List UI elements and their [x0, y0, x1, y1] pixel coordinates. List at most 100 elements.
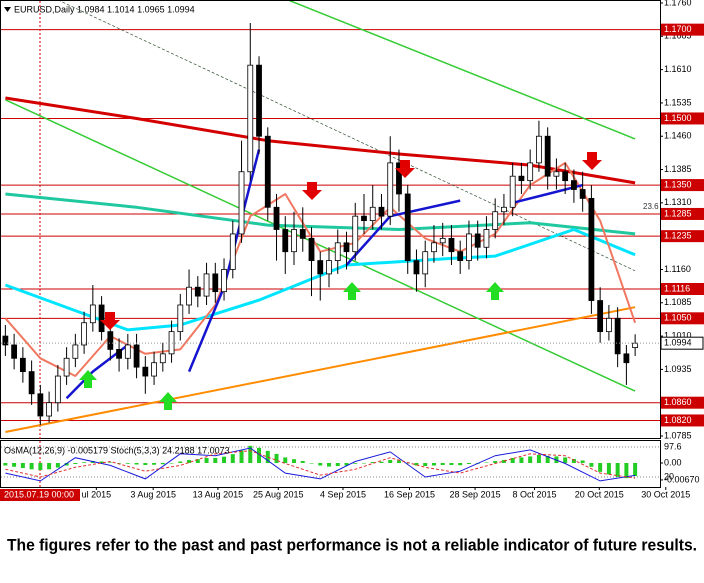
y-tick-label: 1.1385	[664, 164, 692, 174]
candle-body	[203, 273, 210, 297]
candle-body	[483, 229, 490, 248]
candle-body	[186, 286, 192, 306]
stoch-tick-label: 97.6	[664, 441, 682, 451]
candle-body	[439, 237, 446, 244]
osma-bar	[405, 462, 410, 464]
level-label-box	[661, 283, 704, 296]
osma-bar	[55, 462, 60, 468]
candle-body	[229, 233, 236, 270]
up-arrow	[486, 282, 504, 300]
candle-body	[448, 237, 455, 253]
osma-bar	[108, 462, 113, 463]
candle-body	[466, 233, 472, 261]
candle-body	[404, 193, 411, 261]
osma-bar	[598, 462, 603, 472]
candle-body	[159, 353, 166, 364]
indicator-line	[5, 192, 636, 236]
osma-bar	[309, 462, 314, 464]
last-price-box	[660, 336, 704, 350]
osma-bar	[300, 460, 305, 463]
candle-body	[457, 251, 464, 261]
osma-bar	[571, 458, 576, 463]
candle-body	[81, 322, 87, 346]
stoch-line	[5, 447, 636, 482]
candle-body	[387, 162, 394, 217]
candle-body	[378, 206, 385, 217]
level-label: 1.1285	[664, 208, 692, 218]
level-label: 1.1350	[664, 179, 692, 189]
osma-bar	[117, 462, 122, 464]
level-label: 1.1700	[664, 24, 692, 34]
osma-bar	[431, 462, 436, 466]
y-tick-label: 1.1160	[664, 264, 691, 274]
y-tick-label: 1.1010	[664, 330, 692, 340]
y-tick-label: 1.1460	[664, 131, 692, 141]
up-arrow	[79, 370, 97, 388]
candle-body	[413, 260, 420, 275]
signal-arrows	[79, 152, 602, 410]
level-label-box	[661, 23, 704, 36]
osma-bar	[633, 462, 638, 477]
level-label-box	[661, 179, 704, 192]
osma-bar	[589, 462, 594, 467]
osma-bar	[361, 462, 366, 464]
x-tick-label: 3 Aug 2015	[130, 489, 176, 499]
osma-bar	[64, 462, 69, 466]
indicator-line	[288, 1, 636, 140]
osma-bar	[160, 462, 165, 465]
chart-title: EURUSD,Daily 1.0984 1.1014 1.0965 1.0994	[14, 4, 195, 14]
osma-bar	[29, 462, 34, 470]
cursor-label: 2015.07.19 00:00	[4, 489, 74, 499]
candle-body	[431, 242, 437, 253]
candle-body	[28, 371, 35, 395]
osma-bar	[396, 460, 401, 463]
osma-bar	[458, 462, 463, 466]
x-tick-label: 30 Oct 2015	[641, 489, 690, 499]
candle-body	[63, 357, 70, 377]
osma-bar	[379, 461, 384, 463]
indicator-title: OsMA(12,26,9) -0.005179 Stoch(5,3,3) 24.…	[4, 445, 230, 455]
candle-body	[553, 171, 560, 177]
candle-body	[605, 317, 612, 333]
menu-triangle	[4, 7, 11, 12]
cursor-label-box	[0, 489, 80, 501]
candle-body	[177, 304, 184, 333]
osma-bar	[615, 462, 620, 477]
osma-bar	[563, 457, 568, 463]
candle-body	[308, 237, 315, 261]
osma-bar	[501, 459, 506, 463]
y-tick-label: 1.1685	[664, 31, 692, 41]
level-label: 1.0820	[664, 415, 692, 425]
candle-body	[597, 300, 604, 333]
candle-body	[571, 180, 577, 190]
candle-body	[614, 317, 621, 355]
down-arrow	[582, 152, 602, 170]
candle-body	[89, 304, 96, 324]
osma-bar	[466, 462, 471, 464]
x-tick-label: 20 Oct 2015	[575, 489, 624, 499]
candle-body	[326, 260, 332, 275]
candle-body	[72, 344, 79, 359]
y-tick-label: 1.0785	[664, 430, 692, 440]
y-tick-label: 1.1310	[664, 197, 692, 207]
candle-body	[124, 344, 131, 359]
osma-bar	[318, 462, 323, 466]
osma-bar	[38, 462, 43, 471]
candle-body	[509, 175, 516, 208]
osma-bar	[536, 454, 541, 463]
candle-body	[623, 353, 630, 364]
osma-bar	[414, 462, 419, 466]
disclaimer: The figures refer to the past and past p…	[7, 535, 697, 554]
candle-body	[632, 342, 639, 349]
osma-bar	[449, 462, 454, 466]
osma-bar	[528, 456, 533, 463]
y-tick-label: 1.0935	[664, 364, 692, 374]
indicator-line	[59, 1, 636, 272]
osma-bar	[327, 462, 331, 467]
candle-body	[46, 402, 53, 417]
candle-body	[282, 229, 289, 253]
candle-body	[361, 215, 367, 222]
y2-tick-label: 0.00	[664, 457, 682, 467]
candle-body	[54, 375, 61, 404]
